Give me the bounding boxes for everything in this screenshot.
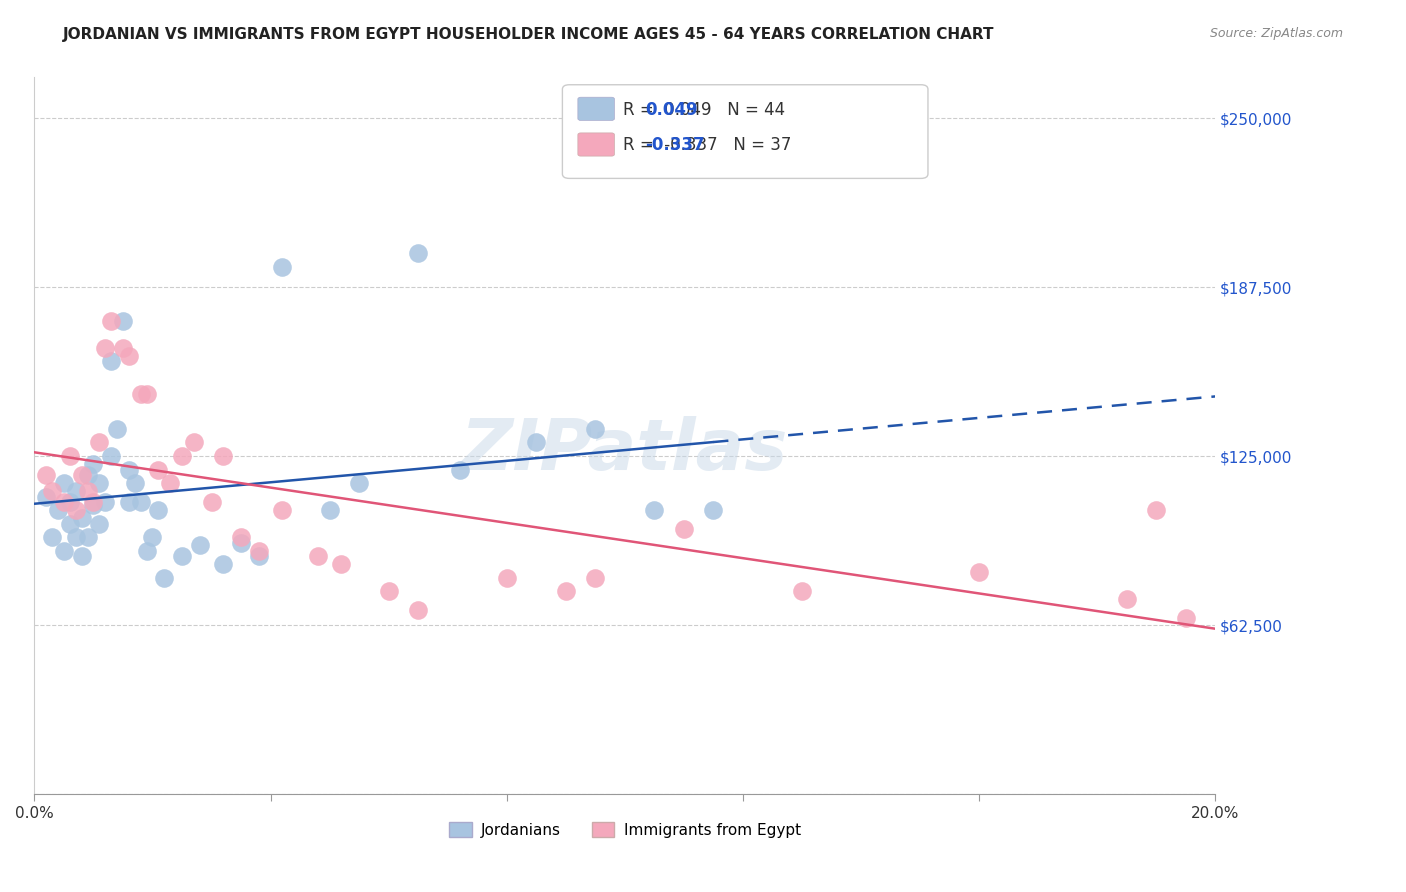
Text: JORDANIAN VS IMMIGRANTS FROM EGYPT HOUSEHOLDER INCOME AGES 45 - 64 YEARS CORRELA: JORDANIAN VS IMMIGRANTS FROM EGYPT HOUSE… [63,27,995,42]
Point [247,549,270,563]
Text: -0.337: -0.337 [645,136,704,154]
Point [94,341,117,355]
Point [59,449,82,463]
Point [406,603,429,617]
Point [135,543,157,558]
Point [643,503,665,517]
Point [70,511,93,525]
Point [59,516,82,531]
Point [1174,611,1197,625]
Point [148,462,170,476]
Point [200,495,222,509]
Point [377,584,399,599]
Point [307,549,329,563]
Point [153,571,176,585]
Point [347,476,370,491]
Text: ZIPatlas: ZIPatlas [461,416,789,484]
Point [89,476,111,491]
Point [159,476,181,491]
Point [111,314,134,328]
Point [111,341,134,355]
Point [212,449,235,463]
Point [229,530,252,544]
Point [1115,592,1137,607]
Point [583,422,606,436]
Point [170,449,193,463]
Point [41,530,63,544]
Point [59,495,82,509]
Point [100,354,122,368]
Point [76,484,98,499]
Point [118,495,141,509]
Point [672,522,695,536]
Point [148,503,170,517]
Point [65,484,87,499]
Text: Source: ZipAtlas.com: Source: ZipAtlas.com [1209,27,1343,40]
Point [52,495,75,509]
Legend: Jordanians, Immigrants from Egypt: Jordanians, Immigrants from Egypt [443,815,807,844]
Point [89,516,111,531]
Point [65,530,87,544]
Point [495,571,517,585]
Point [82,498,104,512]
Point [170,549,193,563]
Text: R =  0.049   N = 44: R = 0.049 N = 44 [623,101,785,119]
Point [105,422,128,436]
Point [967,566,990,580]
Point [89,435,111,450]
Point [94,495,117,509]
Point [118,349,141,363]
Point [76,530,98,544]
Point [702,503,724,517]
Point [271,503,294,517]
Point [135,386,157,401]
Point [318,503,340,517]
Point [271,260,294,274]
Point [100,314,122,328]
Point [52,476,75,491]
Point [52,543,75,558]
Point [76,467,98,482]
Point [70,467,93,482]
Point [183,435,205,450]
Point [35,467,58,482]
Point [330,557,353,571]
Point [229,535,252,549]
Point [188,538,211,552]
Point [129,386,152,401]
Point [247,543,270,558]
Point [82,457,104,471]
Point [406,246,429,260]
Point [141,530,163,544]
Point [449,462,471,476]
Point [100,449,122,463]
Point [65,503,87,517]
Point [1144,503,1167,517]
Point [583,571,606,585]
Point [524,435,547,450]
Point [70,549,93,563]
Point [212,557,235,571]
Point [82,495,104,509]
Point [790,584,813,599]
Point [41,484,63,499]
Point [46,503,69,517]
Text: R =  -0.337   N = 37: R = -0.337 N = 37 [623,136,792,154]
Point [129,495,152,509]
Point [124,476,146,491]
Point [35,490,58,504]
Point [118,462,141,476]
Point [554,584,576,599]
Text: 0.049: 0.049 [645,101,697,119]
